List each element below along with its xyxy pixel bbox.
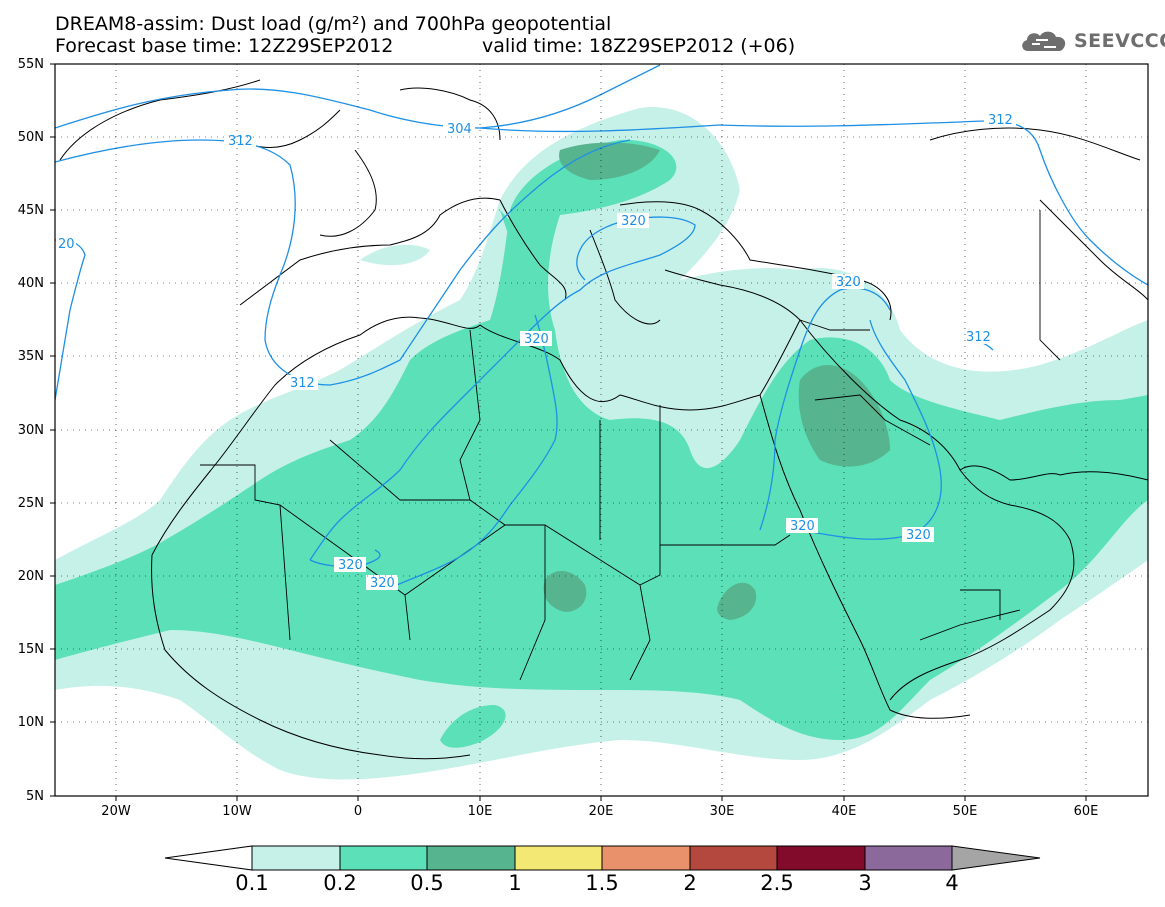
colorbar xyxy=(165,846,1040,870)
lat-label: 40N xyxy=(4,276,44,291)
valid-time: valid time: 18Z29SEP2012 (+06) xyxy=(482,36,795,56)
colorbar-over xyxy=(952,846,1040,870)
lat-label: 10N xyxy=(4,715,44,730)
contour-label: 320 xyxy=(621,214,646,229)
contour-label: 320 xyxy=(790,519,815,534)
lat-label: 5N xyxy=(4,789,44,804)
lon-label: 20E xyxy=(576,804,626,819)
lat-label: 55N xyxy=(4,57,44,72)
cloud-icon xyxy=(1018,27,1070,55)
colorbar-tick: 0.2 xyxy=(310,871,370,895)
contour-label: 304 xyxy=(447,122,472,137)
colorbar-tick: 2.5 xyxy=(747,871,807,895)
contour-label: 320 xyxy=(836,275,861,290)
lon-label: 0 xyxy=(333,804,383,819)
colorbar-bin xyxy=(427,846,515,870)
lon-label: 60E xyxy=(1061,804,1111,819)
lat-label: 35N xyxy=(4,349,44,364)
lat-label: 25N xyxy=(4,496,44,511)
colorbar-bin xyxy=(340,846,427,870)
lon-label: 20W xyxy=(91,804,141,819)
contour-label: 312 xyxy=(290,376,315,391)
colorbar-tick: 0.1 xyxy=(222,871,282,895)
dust-region-light-europe xyxy=(360,245,430,265)
lat-label: 15N xyxy=(4,642,44,657)
lon-label: 10W xyxy=(212,804,262,819)
colorbar-bin xyxy=(865,846,952,870)
contour-label: 20 xyxy=(58,237,75,252)
colorbar-tick: 1.5 xyxy=(572,871,632,895)
lon-label: 10E xyxy=(455,804,505,819)
lat-label: 30N xyxy=(4,423,44,438)
colorbar-bin xyxy=(515,846,602,870)
contour-label: 320 xyxy=(370,576,395,591)
contour-label: 312 xyxy=(228,134,253,149)
map-title: DREAM8-assim: Dust load (g/m²) and 700hP… xyxy=(55,14,611,34)
contour-label: 320 xyxy=(524,332,549,347)
colorbar-tick: 0.5 xyxy=(397,871,457,895)
colorbar-bin xyxy=(777,846,865,870)
colorbar-bin xyxy=(602,846,690,870)
colorbar-under xyxy=(165,846,252,870)
colorbar-bin xyxy=(252,846,340,870)
lon-label: 50E xyxy=(940,804,990,819)
colorbar-tick: 2 xyxy=(660,871,720,895)
lat-label: 50N xyxy=(4,130,44,145)
lon-label: 30E xyxy=(697,804,747,819)
lat-label: 20N xyxy=(4,569,44,584)
lon-label: 40E xyxy=(819,804,869,819)
contour-label: 312 xyxy=(966,330,991,345)
lat-label: 45N xyxy=(4,203,44,218)
colorbar-tick: 4 xyxy=(922,871,982,895)
contour-label: 320 xyxy=(906,528,931,543)
seevccc-logo: SEEVCCC xyxy=(1018,26,1165,56)
colorbar-tick: 1 xyxy=(485,871,545,895)
colorbar-tick: 3 xyxy=(835,871,895,895)
contour-label: 312 xyxy=(988,113,1013,128)
forecast-base-time: Forecast base time: 12Z29SEP2012 xyxy=(55,36,393,56)
contour-label: 320 xyxy=(338,558,363,573)
colorbar-bin xyxy=(690,846,777,870)
logo-text: SEEVCCC xyxy=(1074,30,1165,52)
